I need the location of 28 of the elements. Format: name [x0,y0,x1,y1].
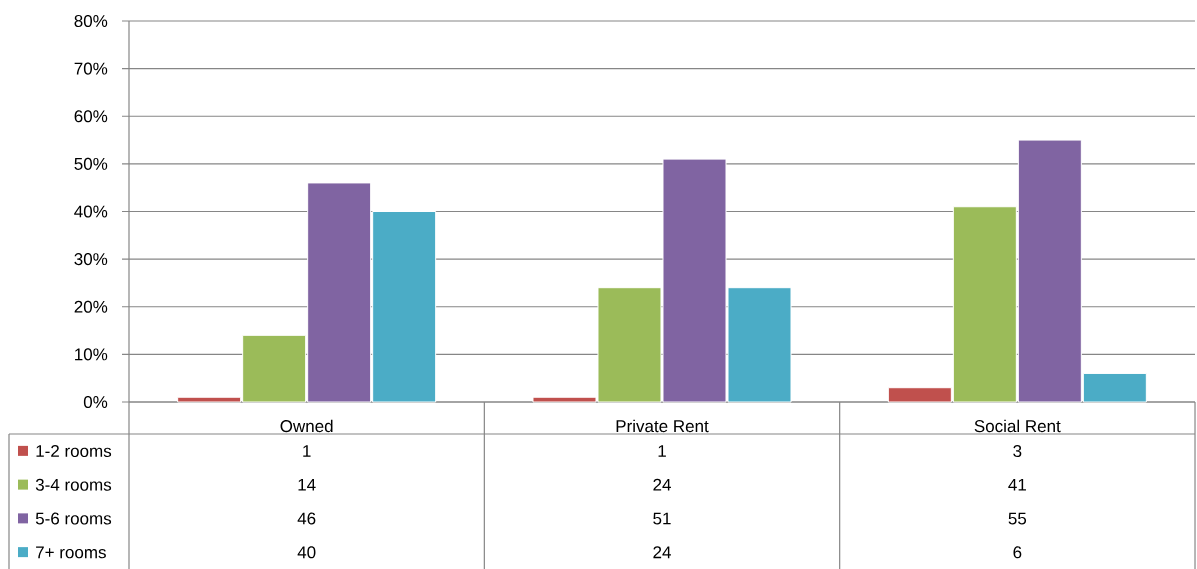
legend-label: 1-2 rooms [36,445,112,458]
legend-label: 5-6 rooms [35,512,112,525]
y-tick-label: 40% [74,205,108,218]
data-label: 40 [297,546,316,559]
data-label: 3 [1013,445,1022,458]
x-tick-label: Owned [280,419,333,433]
x-tick-label: Social Rent [974,419,1061,433]
data-label: 51 [653,512,671,525]
data-label: 41 [1008,478,1026,491]
y-tick-label: 20% [74,300,108,313]
data-label: 55 [1008,512,1027,525]
y-tick-label: 30% [74,253,108,266]
y-tick-label: 50% [74,157,108,170]
y-tick-label: 60% [74,110,108,123]
legend-label: 7+ rooms [36,546,106,559]
data-label: 46 [297,512,316,525]
data-label: 6 [1013,546,1022,559]
data-label: 14 [298,478,316,491]
data-label: 24 [653,478,671,491]
data-label: 1 [303,445,311,457]
x-tick-label: Private Rent [616,419,709,433]
y-tick-label: 10% [75,348,108,361]
y-tick-label: 80% [74,14,108,28]
y-tick-label: 0% [83,395,108,409]
data-label: 1 [658,445,666,457]
legend-label: 3-4 rooms [35,478,112,491]
data-label: 24 [653,546,671,559]
y-tick-label: 70% [74,62,108,75]
